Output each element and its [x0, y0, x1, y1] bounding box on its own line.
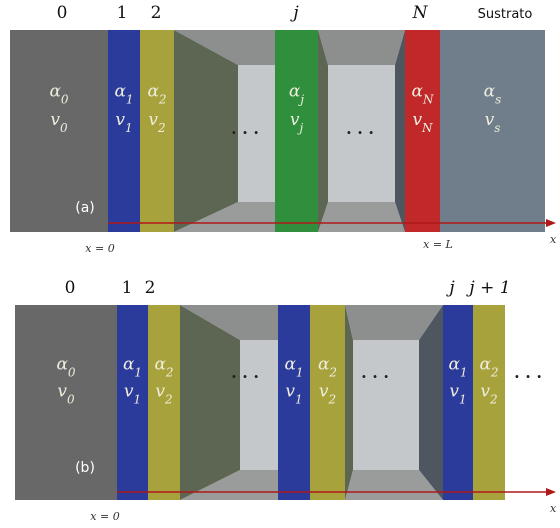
subscript: s [494, 121, 500, 135]
subscript: 1 [126, 93, 134, 107]
symbol: v [485, 110, 495, 130]
symbol: α [284, 354, 296, 374]
subscript: 0 [61, 93, 69, 107]
panel-tag: (b) [75, 460, 95, 476]
layer-index: Sustrato [478, 7, 533, 22]
corridor-back [240, 340, 278, 470]
subscript: N [422, 93, 434, 107]
subscript: 2 [164, 393, 173, 407]
symbol: α [123, 354, 135, 374]
axis-arrow [546, 488, 556, 496]
subscript: 1 [296, 365, 304, 379]
symbol: α [484, 82, 496, 102]
symbol: α [56, 354, 68, 374]
corridor-floor [318, 202, 405, 232]
symbol: α [147, 82, 159, 102]
ellipsis: · · · [361, 367, 389, 386]
ellipsis: · · · [346, 123, 374, 142]
symbol: v [155, 382, 165, 402]
layer-index: 2 [145, 278, 156, 298]
symbol: v [319, 382, 329, 402]
ellipsis: · · · [231, 367, 259, 386]
panel-tag: (a) [75, 200, 95, 216]
subscript: 1 [125, 121, 133, 135]
subscript: 0 [60, 121, 68, 135]
position-label: x = 0 [90, 510, 119, 523]
subscript: 1 [295, 393, 303, 407]
layer-index: j + 1 [465, 278, 510, 298]
axis-arrow [546, 219, 556, 227]
symbol: v [50, 110, 60, 130]
symbol: v [412, 110, 422, 130]
ellipsis: · · · [514, 367, 542, 386]
corridor-back [353, 340, 419, 470]
subscript: s [495, 93, 501, 107]
layer [440, 30, 545, 232]
symbol: v [148, 110, 158, 130]
corridor-wall [174, 30, 238, 232]
position-label: x = L [423, 238, 453, 251]
layer-index: N [412, 3, 429, 23]
subscript: 1 [133, 393, 141, 407]
symbol: α [479, 354, 491, 374]
symbol: α [412, 82, 424, 102]
symbol: α [448, 354, 460, 374]
position-label: x = 0 [85, 242, 114, 255]
corridor-wall [395, 30, 405, 232]
symbol: α [114, 82, 126, 102]
corridor-top [318, 30, 405, 65]
symbol: v [124, 382, 134, 402]
axis-label: x [550, 502, 557, 515]
layer [275, 30, 318, 232]
symbol: α [318, 354, 330, 374]
symbol: v [57, 382, 67, 402]
layer-index: 0 [57, 3, 68, 23]
layer-index: 1 [117, 3, 128, 23]
layer-index: j [445, 278, 455, 298]
subscript: 2 [165, 365, 174, 379]
subscript: 2 [327, 393, 336, 407]
subscript: 2 [158, 93, 167, 107]
subscript: 2 [328, 365, 337, 379]
layer-index: j [289, 3, 299, 23]
subscript: 0 [67, 393, 75, 407]
axis-label: x [550, 233, 557, 246]
symbol: v [449, 382, 459, 402]
diagram: α0v0α1v1α2v2αjvjαNvNαsvs012jNSustrato· ·… [0, 0, 560, 528]
symbol: v [285, 382, 295, 402]
symbol: v [290, 110, 300, 130]
layer-index: 2 [151, 3, 162, 23]
symbol: v [115, 110, 125, 130]
layer-index: 0 [65, 278, 76, 298]
layer-index: 1 [122, 278, 133, 298]
subscript: 1 [134, 365, 142, 379]
subscript: N [421, 121, 433, 135]
ellipsis: · · · [231, 123, 259, 142]
subscript: 1 [459, 393, 467, 407]
symbol: α [289, 82, 301, 102]
symbol: v [480, 382, 490, 402]
subscript: 2 [490, 365, 499, 379]
subscript: 0 [68, 365, 76, 379]
corridor-wall [318, 30, 328, 232]
symbol: α [49, 82, 61, 102]
symbol: α [154, 354, 166, 374]
subscript: 1 [460, 365, 468, 379]
subscript: 2 [157, 121, 166, 135]
subscript: 2 [489, 393, 498, 407]
